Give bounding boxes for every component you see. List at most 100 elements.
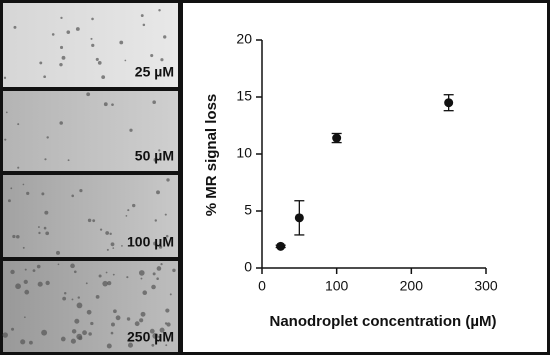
droplet (78, 336, 83, 341)
droplet (91, 17, 94, 21)
droplet (169, 293, 172, 296)
droplet (112, 247, 115, 249)
droplet (4, 138, 7, 141)
panel-label: 250 µM (127, 329, 174, 345)
micrograph (3, 91, 178, 171)
droplet (41, 192, 45, 196)
droplet (10, 187, 13, 190)
droplet (41, 329, 48, 336)
droplet (121, 245, 123, 247)
droplet (39, 61, 43, 65)
droplet (71, 298, 74, 301)
droplet (22, 246, 25, 249)
droplet (106, 248, 109, 251)
x-axis-label: Nanodroplet concentration (µM) (270, 313, 497, 330)
droplet (62, 296, 67, 301)
droplet (125, 215, 128, 217)
droplet (140, 14, 144, 17)
droplet (151, 343, 155, 347)
droplet (15, 283, 21, 290)
droplet (110, 331, 114, 335)
droplet (43, 75, 46, 79)
data-point (276, 241, 286, 251)
droplet (7, 199, 11, 203)
x-tick-label: 300 (474, 278, 498, 294)
droplet (66, 30, 71, 34)
panel-label: 50 µM (135, 148, 174, 164)
droplet (12, 234, 16, 239)
droplet (24, 289, 30, 295)
droplet (152, 100, 156, 105)
droplet (115, 315, 121, 321)
droplet (24, 316, 26, 319)
micrograph (3, 3, 178, 87)
droplet (110, 242, 115, 247)
droplet (24, 268, 27, 271)
droplet (76, 302, 83, 309)
droplet (59, 121, 63, 125)
droplet (142, 290, 148, 296)
droplet (113, 309, 117, 314)
droplet (154, 219, 158, 222)
droplet (71, 194, 74, 198)
droplet (111, 103, 114, 107)
droplet (77, 296, 80, 299)
droplet (140, 277, 143, 280)
droplet (132, 203, 136, 208)
plot-panel (183, 3, 547, 352)
droplet (61, 55, 66, 60)
droplet (165, 234, 169, 238)
droplet (166, 178, 170, 182)
droplet (57, 263, 60, 266)
droplet (3, 76, 7, 79)
droplet (60, 45, 64, 50)
droplet (70, 338, 76, 344)
droplet (60, 16, 63, 20)
droplet (17, 123, 20, 126)
plot: Nanodroplet concentration (µM) % MR sign… (203, 31, 498, 330)
droplet (85, 282, 88, 285)
droplet (45, 231, 50, 236)
droplet (43, 226, 47, 230)
droplet (74, 318, 80, 324)
droplet (152, 332, 159, 339)
droplet (109, 232, 112, 236)
droplet (134, 321, 140, 327)
droplet (86, 309, 92, 315)
droplet (26, 191, 30, 195)
droplet (105, 271, 108, 274)
droplet (70, 263, 75, 269)
droplet (90, 37, 93, 40)
droplet (101, 75, 106, 80)
droplet (59, 62, 63, 67)
droplet (112, 273, 115, 276)
droplet (160, 263, 163, 266)
panel-label: 100 µM (127, 234, 174, 250)
droplet (11, 327, 15, 331)
droplet (10, 269, 15, 275)
droplet (92, 219, 96, 223)
droplet (90, 321, 94, 326)
droplet (107, 281, 112, 286)
droplet (86, 92, 91, 97)
droplet (5, 111, 8, 114)
droplet (172, 268, 176, 273)
droplet (16, 234, 20, 239)
droplet (158, 9, 161, 12)
droplet (111, 322, 115, 327)
droplet (156, 190, 160, 195)
droplet (32, 269, 36, 273)
droplet (2, 332, 8, 338)
x-tick-label: 0 (258, 278, 266, 294)
panel-label: 25 µM (135, 64, 174, 80)
droplet (73, 270, 77, 274)
droplet (126, 317, 131, 321)
droplet (138, 270, 145, 276)
droplet (91, 43, 95, 48)
droplet (158, 149, 161, 152)
droplet (153, 158, 158, 162)
droplet (151, 284, 156, 290)
droplet (97, 61, 102, 65)
droplet (37, 226, 40, 228)
